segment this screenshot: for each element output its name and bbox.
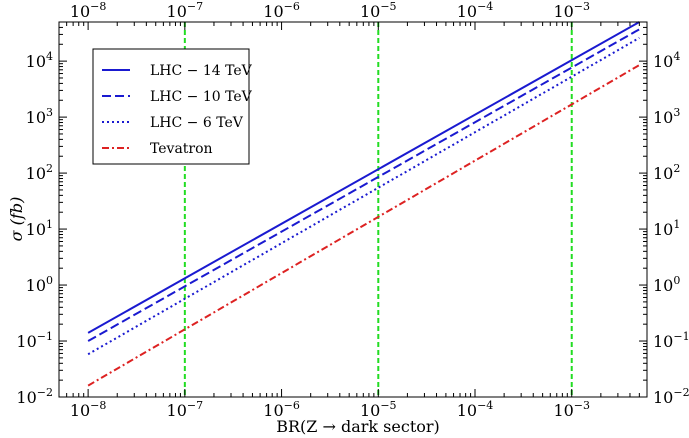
y-tick-label-left-1: 10−1	[16, 330, 53, 351]
legend-label-2: LHC − 6 TeV	[150, 115, 244, 131]
y-tick-label-right-4: 102	[653, 162, 680, 183]
y-tick-label-left-2: 100	[26, 274, 53, 295]
x-tick-label-bottom-1: 10−7	[167, 399, 204, 420]
x-tick-label-bottom-4: 10−4	[457, 399, 494, 420]
y-tick-label-right-0: 10−2	[653, 386, 689, 407]
plot-frame	[58, 21, 648, 398]
y-tick-label-right-6: 104	[653, 50, 680, 71]
x-tick-label-bottom-2: 10−6	[263, 399, 300, 420]
x-tick-label-bottom-0: 10−8	[70, 399, 107, 420]
x-tick-label-top-2: 10−6	[263, 0, 300, 21]
y-tick-label-left-4: 102	[26, 162, 53, 183]
legend-label-0: LHC − 14 TeV	[150, 63, 253, 79]
y-tick-label-left-0: 10−2	[16, 386, 53, 407]
y-tick-label-right-1: 10−1	[653, 330, 689, 351]
series-line-3	[87, 64, 640, 387]
y-axis-label: σ (fb)	[7, 197, 26, 242]
legend: LHC − 14 TeV LHC − 10 TeV LHC − 6 TeV Tevat…	[92, 48, 253, 165]
legend-label-1: LHC − 10 TeV	[150, 89, 253, 105]
y-tick-label-left-6: 104	[26, 50, 53, 71]
y-tick-label-left-5: 103	[26, 106, 53, 127]
legend-label-3: Tevatron	[150, 141, 213, 157]
x-tick-label-top-1: 10−7	[167, 0, 204, 21]
series-lines	[87, 21, 640, 387]
axis-ticks	[58, 21, 648, 398]
x-tick-label-top-4: 10−4	[457, 0, 494, 21]
tick-labels: 10−8 10−8 10−7 10−7 10−6 10−6 10−5 10−5 10−4 10−4…	[16, 0, 689, 420]
x-tick-label-top-5: 10−3	[553, 0, 590, 21]
x-axis-label: BR(Z → dark sector)	[276, 417, 440, 436]
y-tick-label-right-5: 103	[653, 106, 680, 127]
x-tick-label-top-3: 10−5	[360, 0, 397, 21]
x-tick-label-bottom-3: 10−5	[360, 399, 397, 420]
x-tick-label-top-0: 10−8	[70, 0, 107, 21]
y-tick-label-left-3: 101	[26, 218, 53, 239]
legend-box	[92, 48, 250, 165]
series-line-0	[87, 21, 640, 334]
series-line-2	[87, 37, 640, 356]
y-tick-label-right-3: 101	[653, 218, 680, 239]
reference-lines	[183, 22, 573, 397]
y-tick-label-right-2: 100	[653, 274, 680, 295]
x-tick-label-bottom-5: 10−3	[553, 399, 590, 420]
series-line-1	[87, 28, 640, 342]
